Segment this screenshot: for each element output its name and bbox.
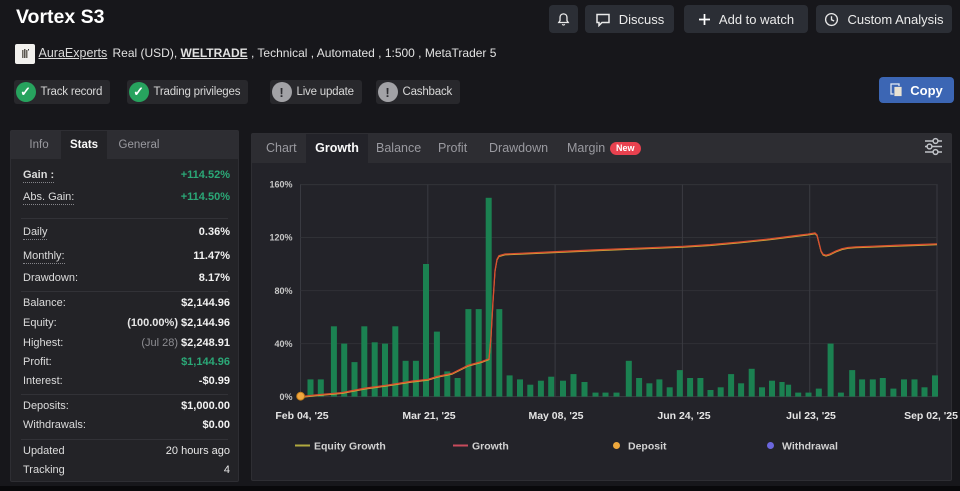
svg-text:Growth: Growth	[472, 441, 509, 453]
svg-text:160%: 160%	[269, 180, 292, 190]
svg-text:Deposit: Deposit	[628, 441, 667, 453]
svg-text:Sep 02, '25: Sep 02, '25	[904, 410, 958, 422]
svg-text:Jul 23, '25: Jul 23, '25	[786, 410, 836, 422]
svg-text:Jun 24, '25: Jun 24, '25	[657, 410, 710, 422]
svg-text:40%: 40%	[274, 339, 292, 349]
svg-text:May 08, '25: May 08, '25	[528, 410, 583, 422]
svg-text:120%: 120%	[269, 233, 292, 243]
svg-text:80%: 80%	[274, 286, 292, 296]
svg-text:0%: 0%	[279, 392, 292, 402]
svg-text:Equity Growth: Equity Growth	[314, 441, 386, 453]
svg-text:Withdrawal: Withdrawal	[782, 441, 838, 453]
svg-text:Feb 04, '25: Feb 04, '25	[275, 410, 328, 422]
svg-text:Mar 21, '25: Mar 21, '25	[402, 410, 455, 422]
